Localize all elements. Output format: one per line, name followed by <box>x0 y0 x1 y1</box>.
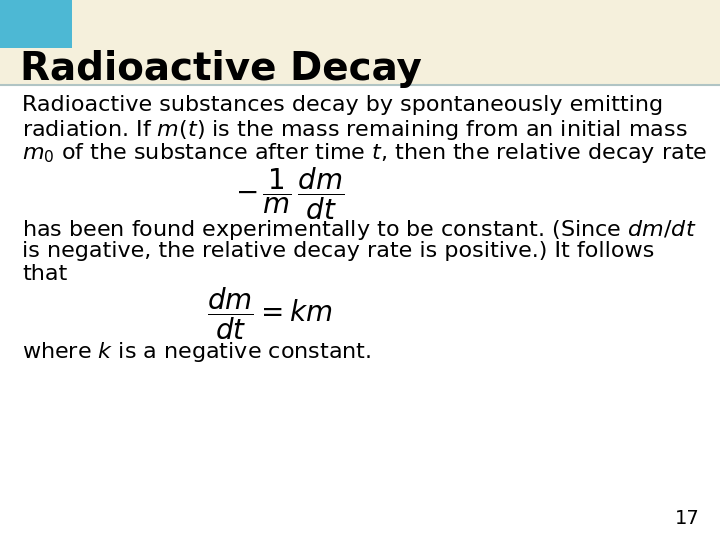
FancyBboxPatch shape <box>0 0 720 85</box>
FancyBboxPatch shape <box>0 0 72 48</box>
Text: is negative, the relative decay rate is positive.) It follows: is negative, the relative decay rate is … <box>22 241 654 261</box>
Text: Radioactive substances decay by spontaneously emitting: Radioactive substances decay by spontane… <box>22 95 663 115</box>
Text: where $k$ is a negative constant.: where $k$ is a negative constant. <box>22 340 371 364</box>
Text: 17: 17 <box>675 509 700 528</box>
Text: $-\,\dfrac{1}{m}\,\dfrac{dm}{dt}$: $-\,\dfrac{1}{m}\,\dfrac{dm}{dt}$ <box>235 165 345 222</box>
Text: Radioactive Decay: Radioactive Decay <box>20 50 422 88</box>
Text: that: that <box>22 264 67 284</box>
Text: $\dfrac{dm}{dt} = km$: $\dfrac{dm}{dt} = km$ <box>207 285 333 342</box>
Text: radiation. If $m(t)$ is the mass remaining from an initial mass: radiation. If $m(t)$ is the mass remaini… <box>22 118 688 142</box>
Text: $m_0$ of the substance after time $t$, then the relative decay rate: $m_0$ of the substance after time $t$, t… <box>22 141 707 165</box>
Text: has been found experimentally to be constant. (Since $dm/dt$: has been found experimentally to be cons… <box>22 218 696 242</box>
